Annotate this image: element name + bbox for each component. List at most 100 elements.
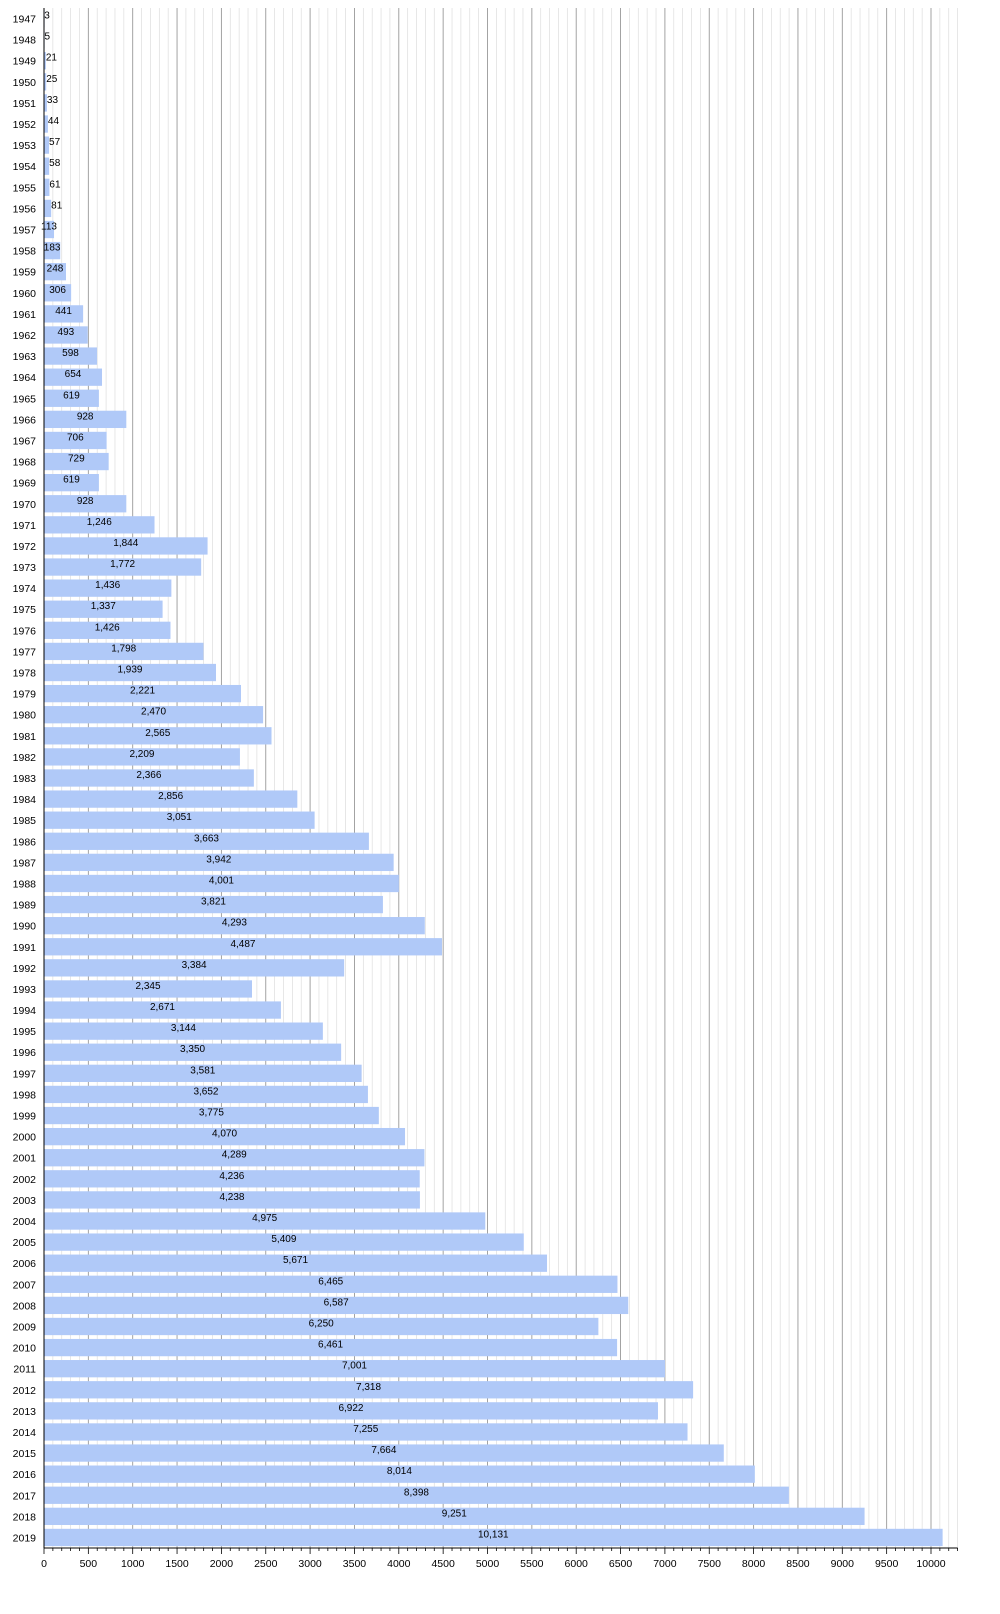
value-label: 1,772: [110, 559, 135, 570]
bar-1960: [44, 284, 72, 302]
value-label: 25: [46, 74, 58, 85]
value-label: 2,565: [145, 728, 170, 739]
value-label: 4,236: [219, 1171, 244, 1182]
y-tick-label: 1949: [13, 56, 37, 68]
bar-1984: [44, 790, 298, 808]
value-label: 3,350: [180, 1044, 205, 1055]
value-label: 3,051: [167, 812, 192, 823]
y-tick-label: 1997: [13, 1068, 37, 1080]
bar-2012: [44, 1381, 694, 1399]
value-label: 4,975: [252, 1213, 277, 1224]
y-tick-label: 1966: [13, 414, 37, 426]
y-tick-label: 1964: [13, 372, 37, 384]
y-tick-label: 1981: [13, 731, 37, 743]
bar-2016: [44, 1465, 755, 1483]
bar-1952: [44, 115, 48, 133]
value-label: 7,001: [342, 1361, 367, 1372]
x-tick-label: 1000: [121, 1558, 145, 1570]
value-label: 5: [44, 32, 50, 43]
value-label: 706: [67, 432, 84, 443]
bar-1990: [44, 917, 425, 935]
y-tick-label: 1968: [13, 457, 37, 469]
y-tick-label: 1994: [13, 1005, 37, 1017]
y-tick-label: 1952: [13, 119, 37, 131]
x-tick-label: 2000: [210, 1558, 234, 1570]
value-label: 1,337: [91, 601, 116, 612]
value-label: 2,345: [135, 981, 160, 992]
bar-2010: [44, 1338, 618, 1357]
y-tick-label: 1947: [13, 14, 37, 26]
bar-1985: [44, 811, 315, 829]
value-label: 1,246: [87, 517, 112, 528]
value-label: 5,671: [283, 1255, 308, 1266]
bar-1981: [44, 727, 272, 745]
y-tick-label: 1974: [13, 583, 37, 595]
y-tick-label: 2006: [13, 1258, 37, 1270]
value-label: 5,409: [271, 1234, 296, 1245]
value-label: 2,209: [129, 749, 154, 760]
value-label: 6,250: [309, 1318, 334, 1329]
value-label: 4,293: [222, 918, 247, 929]
value-label: 8,014: [387, 1466, 412, 1477]
y-tick-label: 2002: [13, 1174, 37, 1186]
bar-1967: [44, 431, 107, 450]
value-label: 493: [58, 327, 75, 338]
y-tick-label: 2017: [13, 1490, 37, 1502]
value-label: 3,384: [182, 960, 207, 971]
value-label: 4,070: [212, 1129, 237, 1140]
bar-1977: [44, 642, 204, 661]
y-tick-label: 1978: [13, 668, 37, 680]
bar-1951: [44, 94, 47, 112]
bar-1979: [44, 684, 242, 703]
bar-2011: [44, 1360, 665, 1378]
y-tick-label: 1956: [13, 203, 37, 215]
bar-1994: [44, 1001, 281, 1019]
bar-2004: [44, 1212, 486, 1230]
bar-2009: [44, 1317, 599, 1336]
y-tick-label: 1948: [13, 35, 37, 47]
bar-1975: [44, 600, 163, 618]
value-label: 598: [62, 348, 79, 359]
value-label: 57: [49, 137, 61, 148]
y-tick-label: 2019: [13, 1532, 37, 1544]
y-tick-label: 1989: [13, 900, 37, 912]
y-tick-label: 1969: [13, 478, 37, 490]
y-tick-label: 1999: [13, 1111, 37, 1123]
value-label: 1,844: [113, 538, 138, 549]
y-tick-label: 2005: [13, 1237, 37, 1249]
value-label: 3,775: [199, 1108, 224, 1119]
x-tick-label: 2500: [254, 1558, 278, 1570]
y-tick-label: 1957: [13, 225, 37, 237]
bar-2008: [44, 1296, 629, 1315]
x-tick-label: 6500: [609, 1558, 633, 1570]
y-tick-label: 1950: [13, 77, 37, 89]
y-tick-label: 2004: [13, 1216, 37, 1228]
x-tick-label: 3500: [343, 1558, 367, 1570]
bar-1968: [44, 452, 109, 471]
bar-1997: [44, 1064, 362, 1082]
x-tick-label: 9000: [831, 1558, 855, 1570]
y-tick-label: 2003: [13, 1195, 37, 1207]
y-tick-label: 2016: [13, 1469, 37, 1481]
y-tick-label: 1982: [13, 752, 37, 764]
x-axis: 0 500 1000 1500 2000 2500 3000 3500 4000 4500 5000…: [41, 8, 959, 1570]
y-tick-label: 1954: [13, 161, 37, 173]
bar-1969: [44, 474, 99, 492]
y-tick-label: 2007: [13, 1279, 37, 1291]
bar-1983: [44, 769, 254, 787]
value-label: 6,465: [318, 1276, 343, 1287]
bar-2003: [44, 1191, 420, 1209]
bar-1989: [44, 895, 383, 914]
bar-1949: [44, 52, 46, 70]
bar-1957: [44, 220, 55, 239]
x-tick-label: 3000: [298, 1558, 322, 1570]
value-label: 81: [51, 200, 63, 211]
value-label: 1,426: [95, 622, 120, 633]
value-label: 4,487: [230, 939, 255, 950]
value-label: 4,289: [222, 1150, 247, 1161]
value-label: 1,436: [95, 580, 120, 591]
bar-1956: [44, 199, 52, 218]
bar-2000: [44, 1127, 406, 1146]
value-label: 7,318: [356, 1382, 381, 1393]
x-tick-label: 9500: [875, 1558, 899, 1570]
